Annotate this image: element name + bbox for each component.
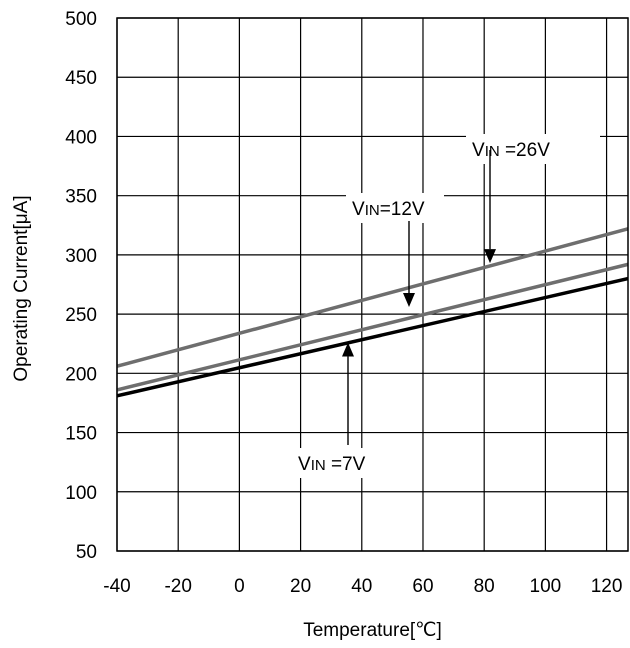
annotation-bg (466, 134, 600, 164)
series-line-2 (116, 276, 629, 398)
annotation-rest: =7V (326, 454, 366, 475)
x-tick-label: -20 (164, 576, 191, 597)
annotation-label: VIN=12V (352, 199, 425, 220)
annotation-main: V (472, 140, 485, 161)
annotation-arrow-head (403, 293, 415, 308)
series-line-0 (116, 227, 629, 368)
x-tick-label: 60 (412, 576, 433, 597)
x-tick-label: 40 (351, 576, 372, 597)
y-tick-label: 100 (65, 483, 97, 504)
tick-labels: -40 -20 0 20 40 60 80 100 120 50 100 150 200 250 300 35… (65, 9, 622, 597)
grid (116, 17, 628, 552)
y-tick-label: 500 (65, 9, 97, 30)
annotation-main: V (352, 199, 365, 220)
annotation-main: V (298, 454, 311, 475)
x-tick-label: 100 (530, 576, 562, 597)
y-tick-label: 50 (76, 542, 97, 563)
x-tick-label: -40 (103, 576, 130, 597)
y-tick-label: 400 (65, 127, 97, 148)
annotation-sub: IN (365, 202, 380, 219)
annotation-arrow-head (484, 249, 496, 264)
annotation-0: VIN =26V (466, 134, 600, 264)
plot-frame (116, 17, 629, 552)
y-tick-label: 350 (65, 187, 97, 208)
annotation-bg (346, 193, 444, 223)
y-axis-title: Operating Current[μA] (11, 195, 32, 381)
y-tick-label: 150 (65, 424, 97, 445)
annotation-sub: IN (311, 457, 326, 474)
series-line-1 (116, 262, 629, 392)
annotation-rest: =12V (380, 199, 425, 220)
y-tick-label: 200 (65, 364, 97, 385)
annotation-rest: =26V (500, 140, 551, 161)
series-lines (116, 227, 629, 398)
annotation-arrow-head (342, 342, 354, 357)
annotation-2: VIN =7V (292, 342, 388, 478)
annotation-label: VIN =7V (298, 454, 366, 475)
x-tick-label: 20 (290, 576, 311, 597)
x-tick-label: 120 (591, 576, 623, 597)
annotation-bg (292, 448, 388, 478)
annotation-sub: IN (485, 143, 500, 160)
annotation-label: VIN =26V (472, 140, 550, 161)
x-tick-label: 80 (474, 576, 495, 597)
y-tick-label: 250 (65, 305, 97, 326)
y-tick-label: 450 (65, 68, 97, 89)
y-tick-label: 300 (65, 246, 97, 267)
annotation-1: VIN=12V (346, 193, 444, 308)
x-tick-label: 0 (234, 576, 245, 597)
x-axis-title: Temperature[℃] (303, 620, 442, 641)
